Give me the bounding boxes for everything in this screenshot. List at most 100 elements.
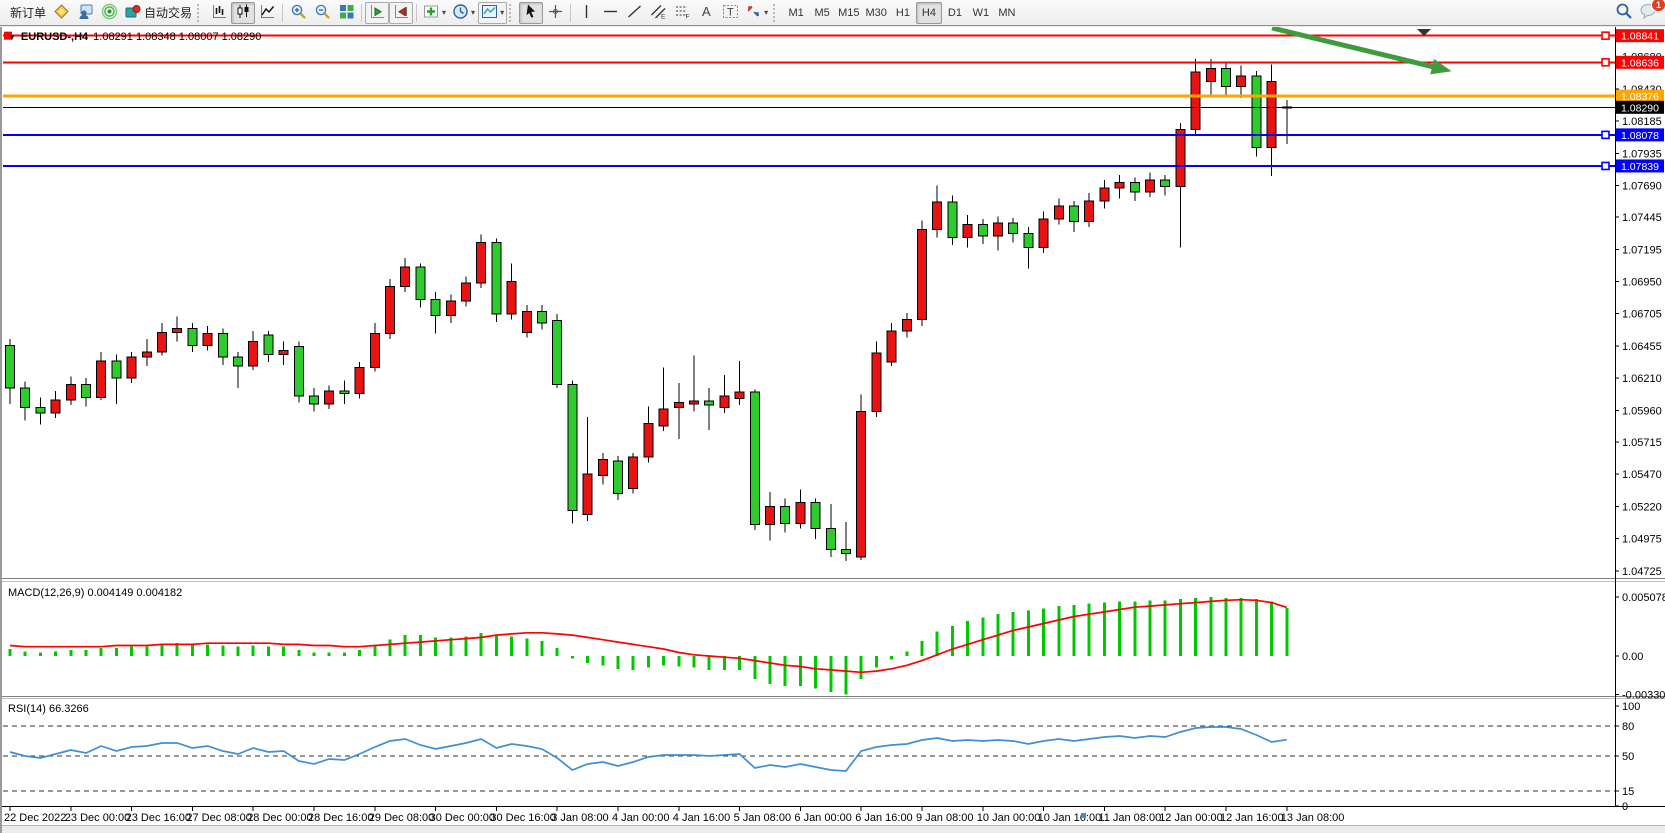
timeframe-h1[interactable]: H1 bbox=[890, 2, 916, 24]
candle bbox=[35, 407, 46, 414]
candle bbox=[217, 333, 228, 358]
candle bbox=[1008, 222, 1019, 234]
svg-text:1.08185: 1.08185 bbox=[1622, 116, 1662, 128]
templates-icon bbox=[481, 3, 498, 23]
candle bbox=[202, 333, 213, 346]
gold-bar-button[interactable] bbox=[49, 2, 73, 24]
candle bbox=[749, 391, 760, 526]
candle bbox=[780, 505, 791, 524]
chart-shift-marker[interactable] bbox=[1417, 29, 1431, 36]
svg-text:1.07445: 1.07445 bbox=[1622, 212, 1662, 224]
periods-button[interactable]: ▾ bbox=[449, 2, 478, 24]
timeframe-m5[interactable]: M5 bbox=[809, 2, 835, 24]
candle bbox=[20, 387, 31, 409]
candle bbox=[461, 282, 471, 302]
svg-text:10 Jan 00:00: 10 Jan 00:00 bbox=[977, 812, 1041, 824]
chart-shift-button[interactable] bbox=[389, 1, 414, 24]
annotations[interactable] bbox=[1271, 27, 1452, 75]
chevron-down-icon: ▾ bbox=[500, 8, 505, 17]
candle bbox=[1266, 80, 1277, 149]
symbol-dropdown-icon[interactable]: ▼ bbox=[8, 32, 16, 42]
search-button[interactable] bbox=[1612, 2, 1636, 24]
horizontal-line-button[interactable] bbox=[598, 2, 622, 24]
line-chart-button[interactable] bbox=[255, 2, 279, 24]
svg-text:12 Jan 00:00: 12 Jan 00:00 bbox=[1159, 812, 1223, 824]
candle bbox=[552, 320, 563, 385]
svg-text:4 Jan 16:00: 4 Jan 16:00 bbox=[673, 812, 731, 824]
candle bbox=[947, 201, 958, 238]
line-handle[interactable] bbox=[1601, 161, 1610, 171]
candle bbox=[248, 340, 259, 367]
macd-indicator bbox=[8, 596, 1289, 695]
trend-arrow[interactable] bbox=[1271, 27, 1439, 71]
macd-label: MACD(12,26,9) 0.004149 0.004182 bbox=[8, 587, 183, 599]
svg-text:6 Jan 00:00: 6 Jan 00:00 bbox=[794, 812, 852, 824]
svg-text:30 Dec 16:00: 30 Dec 16:00 bbox=[490, 812, 555, 824]
line-handle[interactable] bbox=[1601, 31, 1610, 40]
candle bbox=[734, 391, 745, 400]
zoom-out-icon bbox=[314, 3, 331, 23]
text-label-icon: T bbox=[722, 3, 739, 23]
timeframe-mn[interactable]: MN bbox=[994, 2, 1020, 24]
line-handle[interactable] bbox=[1601, 58, 1610, 67]
candles bbox=[5, 59, 1292, 562]
svg-text:1.08078: 1.08078 bbox=[1621, 130, 1659, 142]
vertical-line-button[interactable] bbox=[574, 2, 598, 24]
zoom-out-button[interactable] bbox=[310, 2, 334, 24]
trendline-button[interactable] bbox=[622, 2, 646, 24]
new-order-button[interactable]: 新订单 bbox=[4, 2, 49, 24]
candle bbox=[1053, 205, 1064, 220]
svg-text:28 Dec 00:00: 28 Dec 00:00 bbox=[247, 812, 312, 824]
timeframe-m1[interactable]: M1 bbox=[783, 2, 809, 24]
fibonacci-button[interactable]: F bbox=[670, 2, 694, 24]
timeframe-h4[interactable]: H4 bbox=[915, 1, 942, 24]
community-button[interactable] bbox=[73, 2, 97, 24]
line-handle[interactable] bbox=[4, 31, 12, 40]
text-button[interactable]: A bbox=[694, 2, 718, 24]
svg-text:1.06455: 1.06455 bbox=[1622, 341, 1662, 353]
bar-chart-button[interactable] bbox=[207, 2, 231, 24]
price-chart[interactable]: 1.086801.084301.081851.079351.076901.074… bbox=[2, 27, 1665, 833]
indicators-button[interactable]: ▾ bbox=[420, 2, 449, 24]
candle bbox=[901, 318, 912, 332]
candlestick-button[interactable] bbox=[231, 1, 256, 24]
arrows-icon bbox=[745, 3, 762, 23]
candlestick-icon bbox=[235, 3, 252, 23]
auto-scroll-button[interactable] bbox=[365, 1, 390, 24]
signal-button[interactable] bbox=[97, 2, 121, 24]
cursor-button[interactable] bbox=[519, 1, 544, 24]
svg-text:50: 50 bbox=[1622, 751, 1634, 763]
trend-arrow-head[interactable] bbox=[1430, 58, 1452, 75]
timeframe-m30[interactable]: M30 bbox=[863, 2, 890, 24]
svg-text:1.05960: 1.05960 bbox=[1622, 405, 1662, 417]
text-label-button[interactable]: T bbox=[718, 2, 742, 24]
toolbar-grip bbox=[509, 3, 515, 22]
candle bbox=[111, 360, 122, 379]
price-badge bbox=[1616, 128, 1664, 142]
notification-badge[interactable]: 1 bbox=[1650, 0, 1665, 12]
templates-button[interactable]: ▾ bbox=[478, 1, 508, 24]
svg-text:80: 80 bbox=[1622, 721, 1634, 733]
timeframe-m15[interactable]: M15 bbox=[835, 2, 862, 24]
zoom-in-button[interactable] bbox=[286, 2, 310, 24]
equidistant-channel-button[interactable]: E bbox=[646, 2, 670, 24]
svg-text:15: 15 bbox=[1622, 786, 1634, 798]
candle bbox=[1038, 218, 1049, 249]
candle bbox=[582, 473, 593, 515]
arrows-button[interactable]: ▾ bbox=[742, 2, 771, 24]
candle bbox=[856, 411, 867, 558]
price-axis[interactable]: 1.086801.084301.081851.079351.076901.074… bbox=[2, 27, 1665, 813]
candle bbox=[613, 460, 623, 494]
time-axis-marker bbox=[1081, 813, 1086, 818]
timeframe-w1[interactable]: W1 bbox=[968, 2, 994, 24]
auto-trading-button[interactable]: 自动交易 bbox=[121, 2, 195, 24]
chevron-down-icon: ▾ bbox=[764, 8, 769, 17]
candle bbox=[521, 310, 532, 333]
line-handle[interactable] bbox=[1601, 130, 1610, 140]
price-badge bbox=[1616, 159, 1664, 173]
tile-windows-button[interactable] bbox=[334, 2, 358, 24]
crosshair-button[interactable] bbox=[543, 2, 567, 24]
timeframe-d1[interactable]: D1 bbox=[942, 2, 968, 24]
